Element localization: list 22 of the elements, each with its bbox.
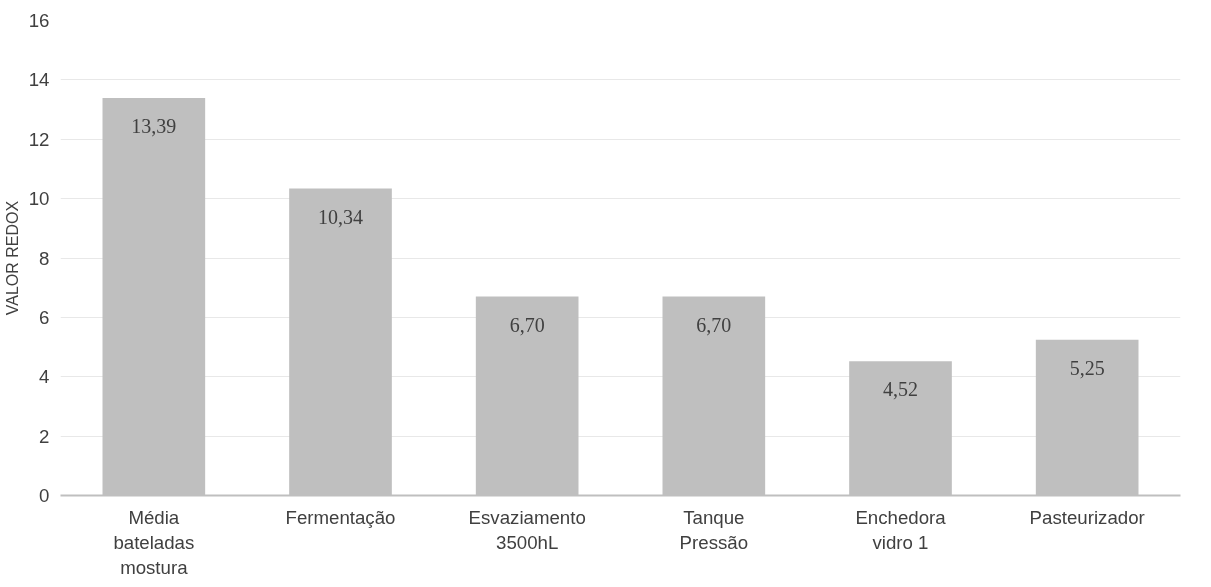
x-tick-label: Média bateladas mostura (113, 506, 195, 578)
data-label: 6,70 (696, 313, 732, 336)
x-tick-label: Fermentação (285, 506, 396, 528)
x-tick-label: Pasteurizador (1029, 506, 1145, 528)
data-label: 10,34 (318, 205, 363, 228)
y-tick-label: 14 (28, 69, 50, 91)
y-tick-label: 0 (39, 485, 50, 506)
x-tick-label: Enchedora vidro 1 (855, 506, 947, 553)
y-tick-label: 12 (28, 128, 50, 150)
y-tick-label: 10 (28, 188, 50, 210)
x-tick-label: Esvaziamento 3500hL (468, 506, 586, 553)
y-tick-label: 8 (39, 247, 50, 269)
data-label: 4,52 (883, 378, 918, 401)
y-tick-label: 16 (28, 10, 50, 31)
y-axis-title: VALOR REDOX (3, 200, 21, 316)
y-tick-label: 6 (39, 306, 50, 328)
data-label: 13,39 (131, 114, 177, 137)
data-label: 5,25 (1069, 356, 1105, 379)
y-tick-label: 4 (39, 366, 50, 388)
y-tick-label: 2 (39, 425, 50, 447)
x-tick-label: Tanque Pressão (679, 506, 749, 553)
data-label: 6,70 (509, 313, 545, 336)
